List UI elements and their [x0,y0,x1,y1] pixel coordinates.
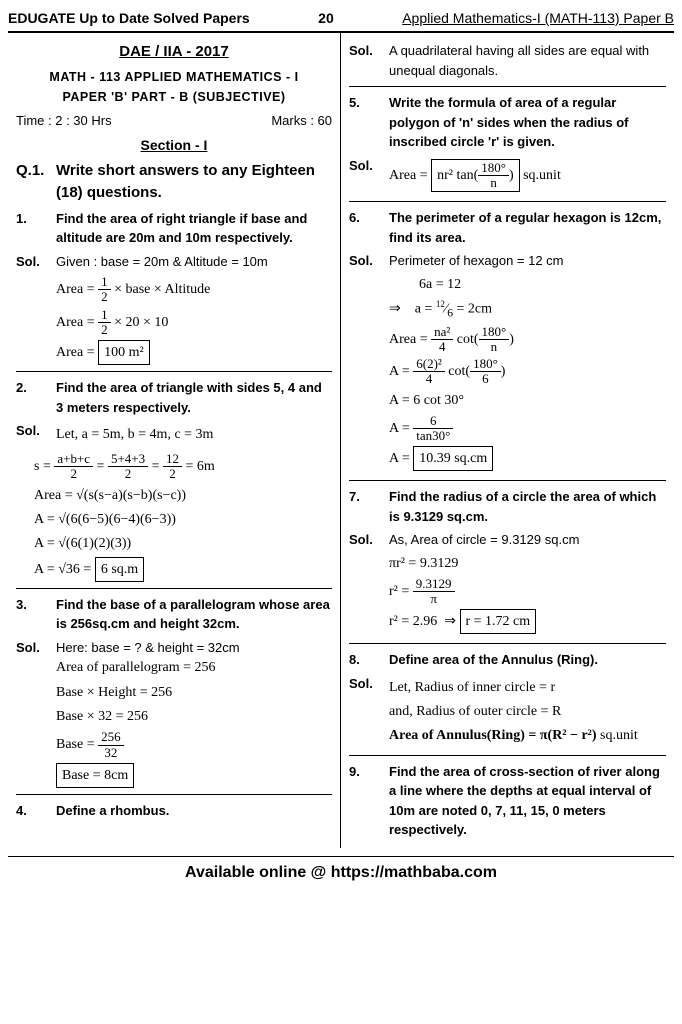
f2d: A = √(6(1)(2)(3)) [34,533,332,554]
sol-8: Sol. Let, Radius of inner circle = r and… [349,674,666,749]
right-column: Sol. A quadrilateral having all sides ar… [341,33,674,848]
item-3-sol: Sol. Here: base = ? & height = 32cm Area… [16,638,332,679]
sol-5: Sol. Area = nr² tan(180°n) sq.unit [349,156,666,196]
s6l0: Perimeter of hexagon = 12 cm [389,251,666,271]
f1c: Area = 100 m² [56,340,332,365]
s8l0: Let, Radius of inner circle = r [389,677,666,698]
subject: MATH - 113 APPLIED MATHEMATICS - I [16,68,332,87]
paper: PAPER 'B' PART - B (SUBJECTIVE) [16,88,332,107]
item-3-num: 3. [16,595,56,634]
sol7-label: Sol. [349,530,389,637]
sol-4: Sol. A quadrilateral having all sides ar… [349,41,666,80]
header-page: 20 [318,8,334,29]
s6l6: A = 6tan30° [389,414,666,444]
sol5-f: Area = nr² tan(180°n) sq.unit [389,159,666,193]
sol6-body: Perimeter of hexagon = 12 cm 6a = 12 ⇒ a… [389,251,666,474]
sol8-label: Sol. [349,674,389,749]
item-7-num: 7. [349,487,389,526]
s6l5: A = 6 cot 30° [389,390,666,411]
item-3-q: Find the base of a parallelogram whose a… [56,595,332,634]
item-2-q: Find the area of triangle with sides 5, … [56,378,332,417]
left-column: DAE / IIA - 2017 MATH - 113 APPLIED MATH… [8,33,341,848]
f1a: Area = 12 × base × Altitude [56,275,332,305]
item-2-sol: Sol. Let, a = 5m, b = 4m, c = 3m [16,421,332,448]
item-7: 7. Find the radius of a circle the area … [349,487,666,526]
item-1-sol: Sol. Given : base = 20m & Altitude = 10m [16,252,332,272]
marks: Marks : 60 [271,111,332,131]
sol6-label: Sol. [349,251,389,474]
header-bar: EDUGATE Up to Date Solved Papers 20 Appl… [8,8,674,33]
f2a: s = a+b+c2 = 5+4+32 = 122 = 6m [34,452,332,482]
q1-text: Write short answers to any Eighteen (18)… [56,160,332,205]
s7l2: r² = 9.3129π [389,577,666,607]
q1-num: Q.1. [16,160,56,205]
item-7-q: Find the radius of a circle the area of … [389,487,666,526]
item-1-num: 1. [16,209,56,248]
header-right: Applied Mathematics-I (MATH-113) Paper B [402,8,674,29]
item-1: 1. Find the area of right triangle if ba… [16,209,332,248]
item-9: 9. Find the area of cross-section of riv… [349,762,666,840]
s7l3: r² = 2.96 ⇒ r = 1.72 cm [389,609,666,634]
f2e: A = √36 = 6 sq.m [34,557,332,582]
item-5-q: Write the formula of area of a regular p… [389,93,666,152]
sol7-body: As, Area of circle = 9.3129 sq.cm πr² = … [389,530,666,637]
item-1-sol-body: Given : base = 20m & Altitude = 10m [56,252,332,272]
sol8-body: Let, Radius of inner circle = r and, Rad… [389,674,666,749]
footer: Available online @ https://mathbaba.com [8,856,674,885]
f2c: A = √(6(6−5)(6−4)(6−3)) [34,509,332,530]
item-4-q: Define a rhombus. [56,801,332,821]
sol3-l1: Here: base = ? & height = 32cm [56,640,240,655]
s7l1: πr² = 9.3129 [389,553,666,574]
q1-row: Q.1. Write short answers to any Eighteen… [16,160,332,205]
content-columns: DAE / IIA - 2017 MATH - 113 APPLIED MATH… [8,33,674,848]
sol-label-2: Sol. [16,421,56,448]
item-8-num: 8. [349,650,389,670]
s8l2: Area of Annulus(Ring) = π(R² − r²) sq.un… [389,725,666,746]
item-2: 2. Find the area of triangle with sides … [16,378,332,417]
f3b: Base × 32 = 256 [56,706,332,727]
sol-6: Sol. Perimeter of hexagon = 12 cm 6a = 1… [349,251,666,474]
s7l0: As, Area of circle = 9.3129 sq.cm [389,530,666,550]
item-1-q: Find the area of right triangle if base … [56,209,332,248]
f3c: Base = 25632 [56,730,332,760]
item-5-num: 5. [349,93,389,152]
item-3: 3. Find the base of a parallelogram whos… [16,595,332,634]
sol4-label: Sol. [349,41,389,80]
sol-label-3: Sol. [16,638,56,679]
s6l2: ⇒ a = 12⁄6 = 2cm [389,298,666,322]
item-4: 4. Define a rhombus. [16,801,332,821]
section-label: Section - I [16,135,332,156]
item-8: 8. Define area of the Annulus (Ring). [349,650,666,670]
item-5: 5. Write the formula of area of a regula… [349,93,666,152]
f3d: Base = 8cm [56,763,332,788]
s6l1: 6a = 12 [419,274,666,295]
item-6: 6. The perimeter of a regular hexagon is… [349,208,666,247]
item-6-q: The perimeter of a regular hexagon is 12… [389,208,666,247]
item-8-q: Define area of the Annulus (Ring). [389,650,666,670]
sol5-label: Sol. [349,156,389,196]
header-left: EDUGATE Up to Date Solved Papers [8,8,250,29]
f1b: Area = 12 × 20 × 10 [56,308,332,338]
item-4-num: 4. [16,801,56,821]
item-9-q: Find the area of cross-section of river … [389,762,666,840]
item-2-num: 2. [16,378,56,417]
s6l7: A = 10.39 sq.cm [389,446,666,471]
s8l1: and, Radius of outer circle = R [389,701,666,722]
sol3-l2: Area of parallelogram = 256 [56,660,216,675]
timing-row: Time : 2 : 30 Hrs Marks : 60 [16,111,332,131]
item-9-num: 9. [349,762,389,840]
time: Time : 2 : 30 Hrs [16,111,112,131]
item-2-sol-body: Let, a = 5m, b = 4m, c = 3m [56,424,332,445]
item-3-sol-body: Here: base = ? & height = 32cm Area of p… [56,638,332,679]
exam-title: DAE / IIA - 2017 [16,41,332,64]
sol-label: Sol. [16,252,56,272]
s6l3: Area = na²4 cot(180°n) [389,325,666,355]
item-6-num: 6. [349,208,389,247]
sol-7: Sol. As, Area of circle = 9.3129 sq.cm π… [349,530,666,637]
f3a: Base × Height = 256 [56,682,332,703]
sol4-text: A quadrilateral having all sides are equ… [389,41,666,80]
f2b: Area = √(s(s−a)(s−b)(s−c)) [34,485,332,506]
s6l4: A = 6(2)²4 cot(180°6) [389,357,666,387]
